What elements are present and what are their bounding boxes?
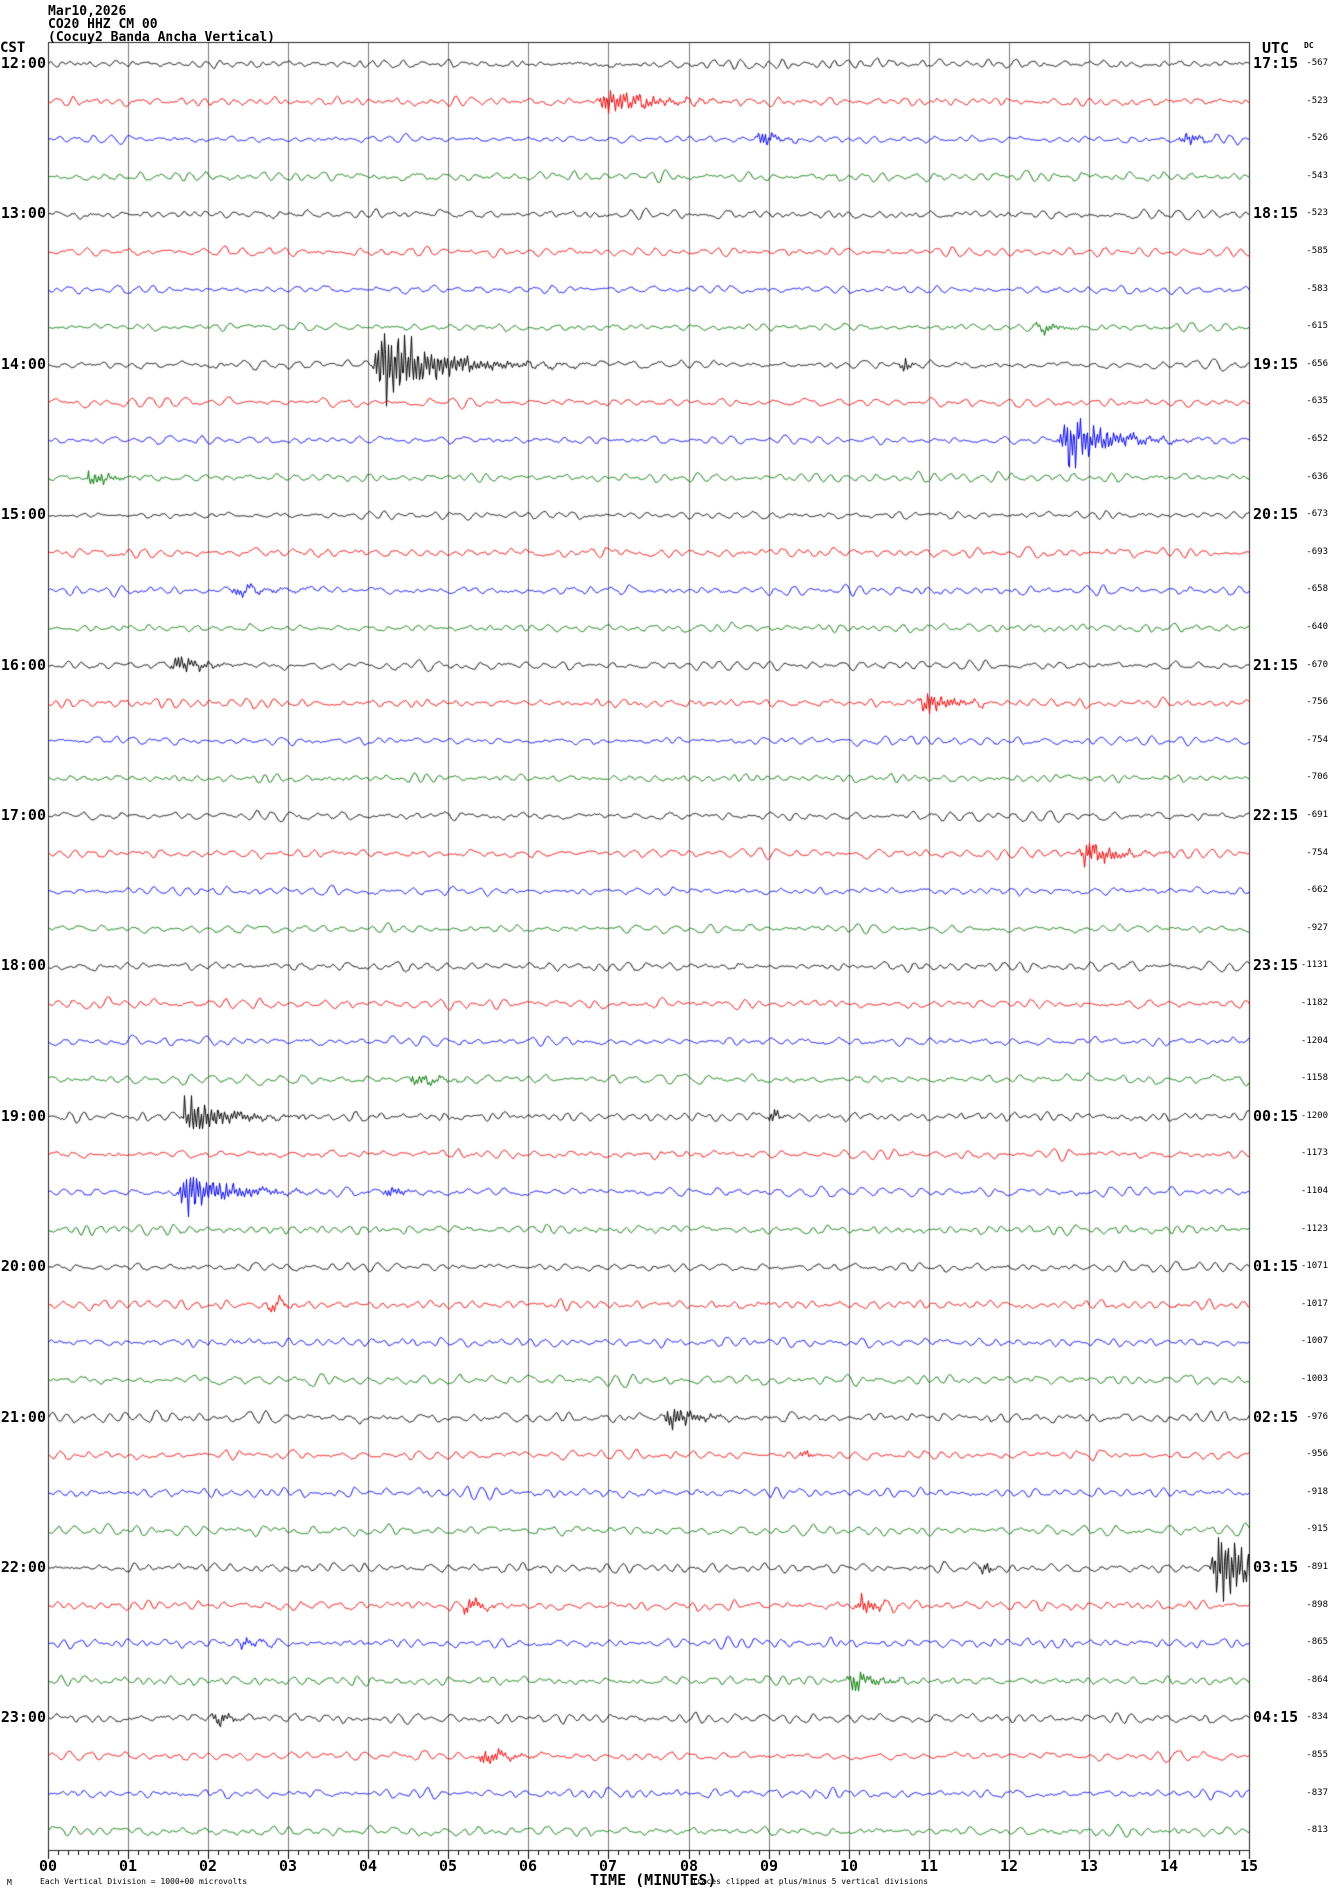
row-label-dc-offset: -706 (1306, 772, 1328, 783)
row-label-utc-time: 23:15 (1253, 956, 1299, 975)
x-tick-label: 06 (518, 1857, 538, 1875)
x-tick-label: 10 (839, 1857, 859, 1875)
row-label-dc-offset: -583 (1306, 283, 1328, 294)
row-label-dc-offset: -640 (1306, 622, 1328, 632)
row-label-dc-offset: -673 (1306, 509, 1328, 520)
row-label-dc-offset: -615 (1306, 321, 1328, 332)
row-label-local-time: 23:00 (0, 1708, 46, 1727)
row-label-utc-time: 20:15 (1253, 505, 1299, 524)
row-label-dc-offset: -813 (1306, 1825, 1328, 1836)
row-label-dc-offset: -754 (1306, 847, 1328, 858)
x-tick-label: 12 (999, 1857, 1019, 1875)
row-label-dc-offset: -523 (1306, 208, 1328, 219)
row-label-local-time: 21:00 (0, 1407, 46, 1426)
row-label-dc-offset: -693 (1306, 546, 1328, 557)
row-label-dc-offset: -636 (1306, 471, 1328, 482)
x-tick-label: 11 (919, 1857, 939, 1875)
row-label-dc-offset: -1131 (1300, 960, 1328, 971)
row-label-dc-offset: -1173 (1300, 1148, 1328, 1159)
row-label-utc-time: 02:15 (1253, 1407, 1299, 1426)
row-label-dc-offset: -918 (1306, 1486, 1328, 1497)
x-axis-title: TIME (MINUTES) (590, 1871, 717, 1889)
row-label-utc-time: 22:15 (1253, 806, 1299, 824)
dc-column-header: DC (1304, 41, 1314, 50)
row-label-dc-offset: -756 (1306, 697, 1328, 708)
row-label-dc-offset: -1007 (1300, 1336, 1328, 1347)
row-label-local-time: 22:00 (0, 1558, 46, 1576)
x-tick-label: 02 (198, 1857, 218, 1875)
header-station-id: CO20 HHZ CM 00 (48, 17, 158, 32)
row-label-utc-time: 03:15 (1253, 1558, 1299, 1576)
row-label-local-time: 16:00 (0, 655, 46, 674)
x-tick-label: 13 (1079, 1857, 1099, 1875)
row-label-dc-offset: -691 (1306, 810, 1328, 820)
row-label-dc-offset: -891 (1306, 1562, 1328, 1572)
row-label-dc-offset: -1182 (1300, 998, 1328, 1008)
right-axis-timezone-label: UTC (1262, 39, 1290, 57)
row-label-dc-offset: -543 (1306, 170, 1328, 181)
row-label-dc-offset: -1104 (1300, 1186, 1328, 1196)
row-label-dc-offset: -898 (1306, 1599, 1328, 1610)
row-label-dc-offset: -1123 (1300, 1223, 1328, 1234)
row-label-dc-offset: -1200 (1300, 1110, 1328, 1121)
x-tick-label: 01 (118, 1857, 138, 1875)
scale-note: Each Vertical Division = 1000+00 microvo… (40, 1877, 248, 1886)
row-label-dc-offset: -670 (1306, 659, 1328, 670)
x-tick-label: 09 (759, 1857, 779, 1875)
row-label-utc-time: 18:15 (1253, 204, 1299, 223)
row-label-dc-offset: -585 (1306, 246, 1328, 256)
row-label-local-time: 13:00 (0, 204, 46, 223)
row-label-dc-offset: -656 (1306, 358, 1328, 369)
row-label-local-time: 12:00 (0, 54, 46, 72)
row-label-dc-offset: -927 (1306, 922, 1328, 933)
row-label-dc-offset: -567 (1306, 58, 1328, 68)
left-axis-timezone-label: CST (0, 40, 26, 56)
row-label-dc-offset: -652 (1306, 434, 1328, 444)
row-label-dc-offset: -1204 (1300, 1035, 1328, 1046)
row-label-local-time: 17:00 (0, 806, 46, 824)
x-tick-label: 07 (598, 1857, 618, 1875)
row-label-dc-offset: -837 (1306, 1787, 1328, 1798)
header-date: Mar10,2026 (48, 4, 127, 19)
row-label-dc-offset: -1071 (1300, 1261, 1328, 1272)
row-label-local-time: 19:00 (0, 1106, 46, 1125)
row-label-dc-offset: -523 (1306, 95, 1328, 106)
row-label-utc-time: 00:15 (1253, 1106, 1299, 1125)
x-tick-label: 04 (358, 1857, 378, 1875)
row-label-dc-offset: -1158 (1300, 1073, 1328, 1084)
row-label-dc-offset: -956 (1306, 1449, 1328, 1460)
row-label-dc-offset: -635 (1306, 396, 1328, 407)
row-label-dc-offset: -915 (1306, 1524, 1328, 1535)
watermark-glyph: M (7, 1878, 12, 1887)
header-description: (Cocuy2 Banda Ancha Vertical) (48, 30, 275, 45)
clip-note: Traces clipped at plus/minus 5 vertical … (692, 1877, 929, 1886)
row-label-dc-offset: -834 (1306, 1712, 1328, 1723)
row-label-local-time: 15:00 (0, 505, 46, 524)
row-label-dc-offset: -1003 (1300, 1374, 1328, 1384)
row-label-local-time: 18:00 (0, 956, 46, 975)
row-label-dc-offset: -865 (1306, 1637, 1328, 1648)
row-label-local-time: 20:00 (0, 1257, 46, 1276)
row-label-dc-offset: -976 (1306, 1411, 1328, 1422)
row-label-utc-time: 19:15 (1253, 354, 1299, 373)
row-label-local-time: 14:00 (0, 354, 46, 373)
x-tick-label: 14 (1159, 1857, 1179, 1875)
row-label-utc-time: 21:15 (1253, 655, 1299, 674)
x-tick-label: 15 (1239, 1857, 1259, 1875)
row-label-dc-offset: -864 (1306, 1674, 1328, 1685)
x-tick-label: 08 (679, 1857, 699, 1875)
row-label-dc-offset: -526 (1306, 133, 1328, 144)
x-tick-label: 00 (38, 1857, 58, 1875)
x-tick-label: 03 (278, 1857, 298, 1875)
row-label-dc-offset: -855 (1306, 1750, 1328, 1760)
row-label-utc-time: 04:15 (1253, 1708, 1299, 1727)
row-label-dc-offset: -1017 (1300, 1298, 1328, 1309)
row-label-utc-time: 01:15 (1253, 1257, 1299, 1276)
row-label-utc-time: 17:15 (1253, 54, 1299, 72)
row-label-dc-offset: -662 (1306, 885, 1328, 896)
row-label-dc-offset: -658 (1306, 584, 1328, 595)
x-tick-label: 05 (438, 1857, 458, 1875)
row-label-dc-offset: -754 (1306, 734, 1328, 745)
